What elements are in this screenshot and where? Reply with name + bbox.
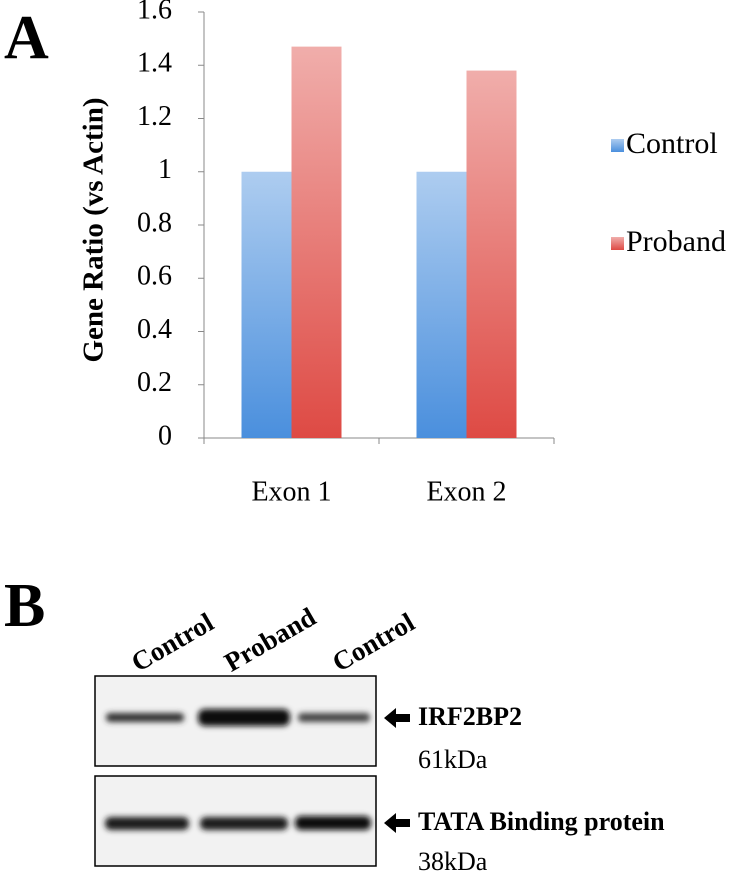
band (298, 713, 370, 722)
y-tick-label: 1.6 (137, 0, 172, 25)
y-tick-label: 0 (158, 420, 172, 451)
legend-swatch (611, 237, 624, 250)
x-tick-label: Exon 2 (426, 476, 506, 507)
arrow (384, 813, 410, 833)
blot (94, 675, 377, 867)
bands (106, 709, 370, 726)
y-tick-label: 1.4 (137, 48, 172, 79)
lane-label: Control (126, 607, 219, 678)
bar (291, 46, 342, 439)
size-label: 61kDa (418, 745, 488, 774)
lane-label: Control (327, 607, 420, 678)
y-tick-label: 0.8 (137, 207, 172, 238)
bar (416, 171, 467, 438)
protein-label: IRF2BP2 (418, 702, 522, 731)
y-tick-label: 1.2 (137, 101, 172, 132)
bar (466, 70, 517, 438)
band (105, 817, 189, 830)
band (106, 713, 184, 722)
bands (105, 816, 371, 830)
legend-label: Proband (626, 225, 726, 258)
panel-label: B (4, 572, 45, 640)
band (295, 816, 371, 830)
lane-label: Proband (219, 602, 321, 678)
size-label: 38kDa (418, 847, 488, 876)
bar (241, 171, 292, 438)
y-axis-label: Gene Ratio (vs Actin) (78, 98, 110, 363)
protein-label: TATA Binding protein (418, 807, 665, 836)
panel-label: A (4, 4, 49, 72)
band (200, 817, 288, 830)
legend-label: Control (626, 127, 718, 160)
plot: 0 0.2 0.4 0.6 0.8 1 1.2 1.4 1.6 Exon 1 Exon 2 Contr… (137, 0, 726, 507)
x-tick-label: Exon 1 (251, 476, 331, 507)
y-tick-label: 0.2 (137, 367, 172, 398)
legend-swatch (611, 139, 624, 152)
band (198, 709, 290, 726)
arrow (384, 708, 410, 728)
y-tick-label: 0.4 (137, 314, 172, 345)
y-tick-label: 1 (158, 154, 172, 185)
y-tick-label: 0.6 (137, 261, 172, 292)
